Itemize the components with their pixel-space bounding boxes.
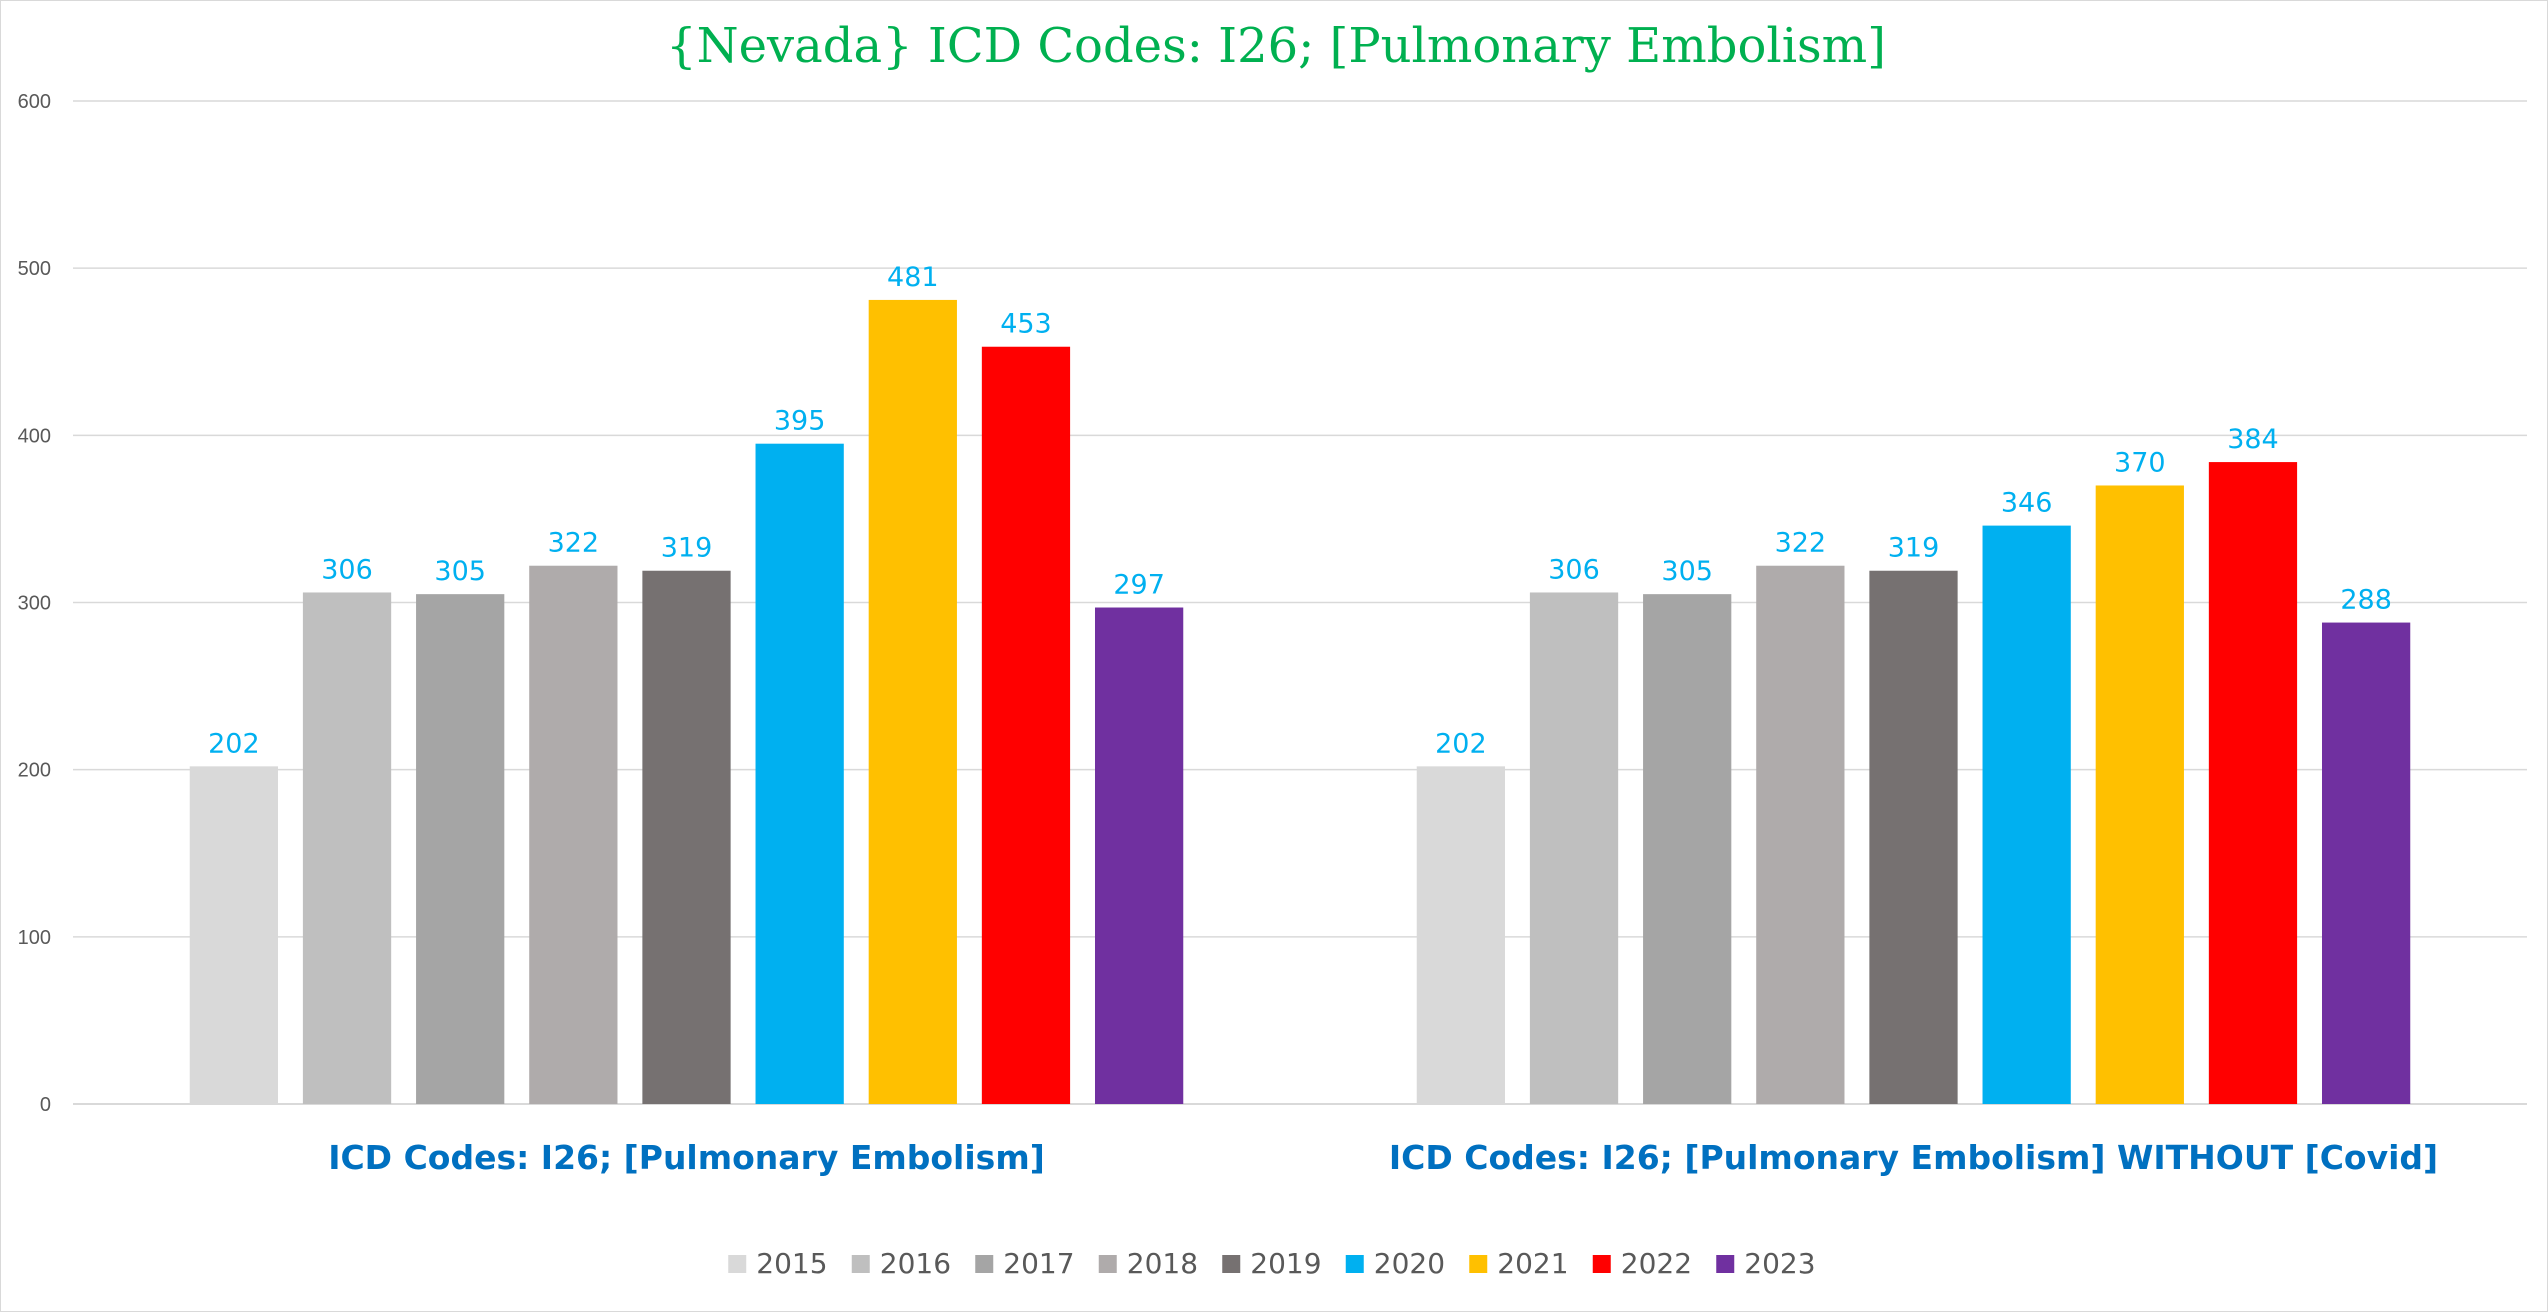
legend-item-2017: 2017: [975, 1247, 1075, 1280]
bar-2019: [1869, 570, 1958, 1104]
legend-item-2023: 2023: [1716, 1247, 1816, 1280]
y-tick-label: 400: [18, 425, 51, 447]
bar-2018: [1756, 565, 1845, 1104]
bar-2019: [642, 570, 731, 1104]
y-tick-label: 500: [18, 258, 51, 280]
bar-2023: [2321, 622, 2411, 1104]
legend-swatch: [975, 1255, 994, 1273]
legend-item-2018: 2018: [1098, 1247, 1198, 1280]
legend-swatch: [1098, 1255, 1117, 1273]
legend-swatch: [1592, 1255, 1611, 1273]
data-label: 306: [1548, 554, 1600, 585]
data-label: 202: [208, 728, 260, 759]
data-label: 322: [1775, 528, 1827, 559]
legend-label: 2015: [756, 1247, 827, 1280]
y-tick-label: 600: [18, 91, 51, 113]
bar-2015: [189, 766, 279, 1104]
legend-swatch: [1469, 1255, 1488, 1273]
y-tick-label: 200: [18, 760, 51, 782]
legend-swatch: [1222, 1255, 1241, 1273]
legend-label: 2016: [880, 1247, 951, 1280]
legend-swatch: [728, 1255, 747, 1273]
data-label: 297: [1113, 570, 1165, 601]
legend-swatch: [1716, 1255, 1735, 1273]
bar-2018: [529, 565, 618, 1104]
data-label: 384: [2227, 424, 2279, 455]
legend-label: 2019: [1250, 1247, 1321, 1280]
bar-2016: [302, 592, 392, 1104]
data-label: 481: [887, 262, 939, 293]
data-label: 395: [774, 406, 826, 437]
chart-title: {Nevada} ICD Codes: I26; [Pulmonary Embo…: [666, 18, 1886, 74]
legend-label: 2022: [1621, 1247, 1692, 1280]
category-label: ICD Codes: I26; [Pulmonary Embolism] WIT…: [1389, 1138, 2438, 1177]
legend-label: 2018: [1127, 1247, 1198, 1280]
legend-item-2015: 2015: [728, 1247, 828, 1280]
data-label: 319: [661, 533, 713, 564]
bar-2015: [1416, 766, 1506, 1104]
bar-2016: [1529, 592, 1619, 1104]
data-label: 346: [2001, 488, 2053, 519]
data-label: 453: [1000, 309, 1052, 340]
y-tick-label: 100: [18, 927, 51, 949]
legend-item-2019: 2019: [1222, 1247, 1322, 1280]
legend-label: 2023: [1744, 1247, 1815, 1280]
bar-2017: [1643, 594, 1732, 1104]
bar-2017: [416, 594, 505, 1104]
legend-item-2021: 2021: [1469, 1247, 1569, 1280]
data-label: 202: [1435, 728, 1487, 759]
bar-2022: [981, 346, 1071, 1104]
legend-label: 2020: [1374, 1247, 1445, 1280]
legend-item-2020: 2020: [1345, 1247, 1445, 1280]
legend-swatch: [851, 1255, 870, 1273]
legend-item-2016: 2016: [851, 1247, 951, 1280]
data-label: 306: [321, 554, 373, 585]
data-label: 370: [2114, 447, 2166, 478]
bar-2020: [1982, 525, 2071, 1104]
category-label: ICD Codes: I26; [Pulmonary Embolism]: [328, 1138, 1045, 1177]
legend-label: 2017: [1003, 1247, 1074, 1280]
data-label: 322: [548, 528, 600, 559]
legend-swatch: [1345, 1255, 1364, 1273]
data-label: 288: [2340, 585, 2392, 616]
bar-2021: [868, 299, 957, 1104]
bar-2021: [2095, 485, 2184, 1104]
bar-2023: [1094, 607, 1184, 1104]
bar-2022: [2208, 462, 2298, 1105]
data-label: 319: [1888, 533, 1940, 564]
y-tick-label: 0: [40, 1094, 51, 1116]
data-label: 305: [1661, 556, 1713, 587]
legend-label: 2021: [1497, 1247, 1568, 1280]
data-label: 305: [434, 556, 486, 587]
y-tick-label: 300: [18, 593, 51, 615]
legend-item-2022: 2022: [1592, 1247, 1692, 1280]
bar-2020: [755, 443, 844, 1105]
